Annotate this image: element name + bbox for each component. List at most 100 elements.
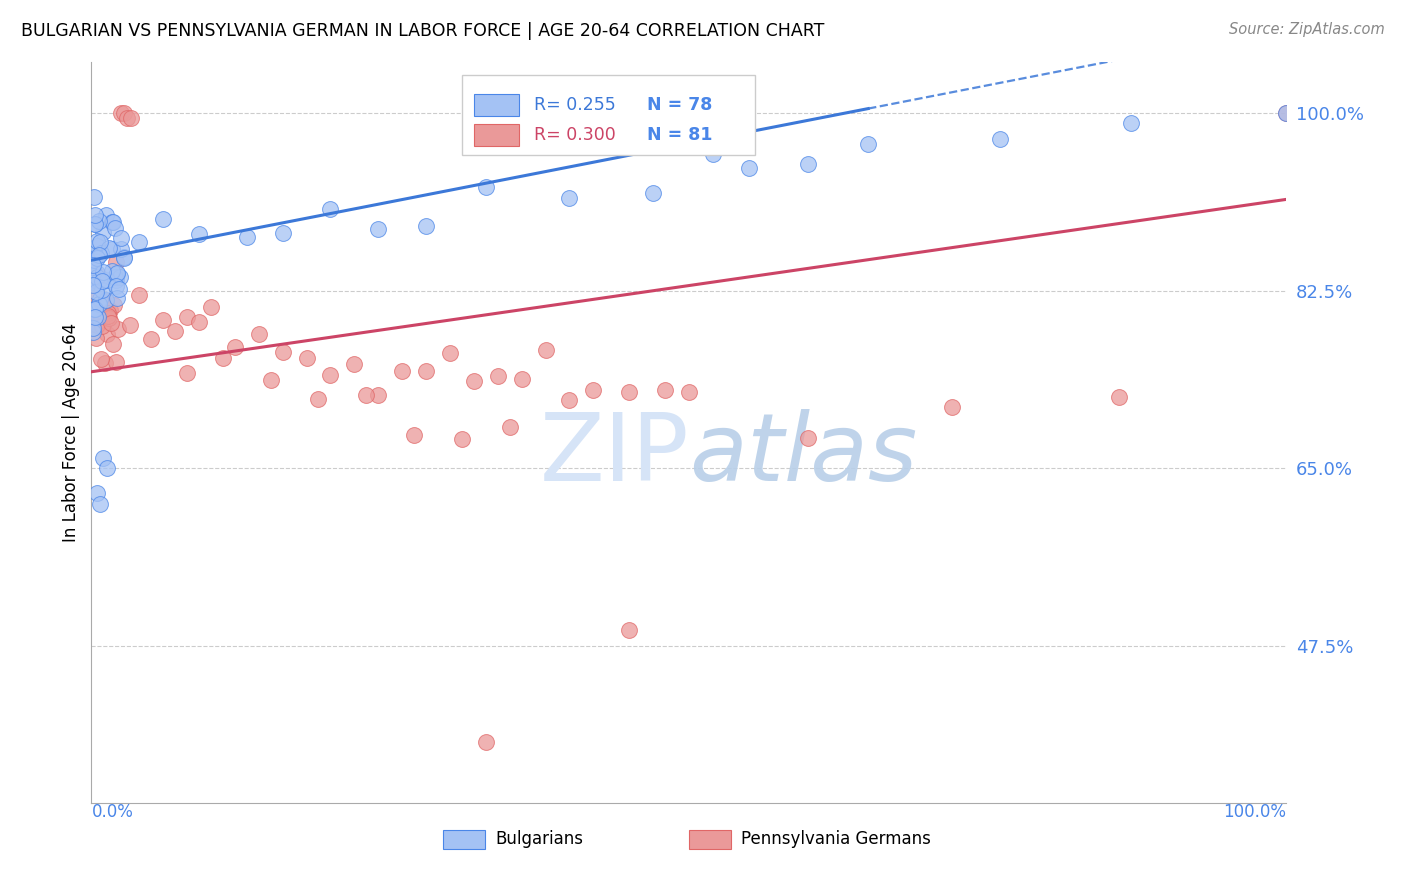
Point bbox=[86, 318, 108, 332]
Point bbox=[307, 392, 329, 406]
Point bbox=[84, 273, 107, 287]
Point bbox=[86, 239, 108, 253]
Point bbox=[176, 366, 198, 380]
Point bbox=[120, 112, 142, 126]
Point bbox=[94, 208, 117, 222]
Point bbox=[1275, 106, 1298, 120]
Point bbox=[83, 301, 105, 316]
Point bbox=[534, 343, 557, 357]
Point bbox=[83, 277, 105, 291]
Point bbox=[259, 373, 281, 387]
Point bbox=[84, 310, 107, 325]
Point bbox=[247, 327, 270, 342]
Point bbox=[104, 355, 127, 369]
Point bbox=[87, 247, 110, 261]
Point bbox=[98, 311, 121, 326]
Point bbox=[82, 321, 104, 335]
Y-axis label: In Labor Force | Age 20-64: In Labor Force | Age 20-64 bbox=[62, 323, 80, 542]
Point bbox=[89, 269, 111, 284]
Point bbox=[187, 227, 211, 242]
Point bbox=[90, 351, 112, 366]
Point bbox=[439, 346, 461, 360]
Text: 0.0%: 0.0% bbox=[91, 803, 134, 821]
Point bbox=[176, 310, 198, 325]
Text: ZIP: ZIP bbox=[540, 409, 689, 500]
Point bbox=[152, 313, 174, 327]
Point bbox=[101, 264, 124, 278]
Point bbox=[641, 186, 664, 200]
Point bbox=[510, 372, 533, 386]
Point bbox=[96, 293, 118, 308]
Text: Bulgarians: Bulgarians bbox=[495, 830, 583, 848]
Point bbox=[83, 302, 105, 317]
Point bbox=[391, 364, 413, 378]
Text: atlas: atlas bbox=[689, 409, 917, 500]
Point bbox=[84, 331, 107, 345]
Point bbox=[86, 235, 108, 249]
Point bbox=[100, 316, 122, 330]
Point bbox=[110, 242, 132, 256]
Point bbox=[112, 250, 135, 264]
Point bbox=[83, 217, 105, 231]
FancyBboxPatch shape bbox=[474, 124, 519, 146]
Text: N = 81: N = 81 bbox=[647, 126, 713, 144]
Point bbox=[112, 106, 135, 120]
Point bbox=[97, 306, 120, 320]
Text: Pennsylvania Germans: Pennsylvania Germans bbox=[741, 830, 931, 848]
Point bbox=[235, 230, 259, 244]
Point bbox=[83, 190, 105, 204]
Text: R= 0.255: R= 0.255 bbox=[534, 95, 616, 113]
Point bbox=[84, 285, 107, 300]
Point bbox=[86, 251, 108, 265]
Point bbox=[319, 202, 342, 217]
Point bbox=[83, 252, 105, 267]
Point bbox=[86, 269, 108, 284]
Point bbox=[1275, 106, 1298, 120]
Point bbox=[101, 242, 124, 256]
Point bbox=[96, 273, 118, 287]
Point bbox=[110, 269, 132, 284]
Point bbox=[474, 735, 498, 749]
Point bbox=[187, 315, 211, 329]
Point bbox=[463, 375, 485, 389]
Point bbox=[84, 217, 107, 231]
Point bbox=[97, 241, 120, 255]
Point bbox=[82, 276, 104, 290]
FancyBboxPatch shape bbox=[474, 94, 519, 116]
Point bbox=[737, 161, 759, 175]
Point bbox=[797, 157, 820, 171]
Point bbox=[163, 324, 186, 338]
FancyBboxPatch shape bbox=[461, 75, 755, 155]
Text: N = 78: N = 78 bbox=[647, 95, 713, 113]
Text: R= 0.300: R= 0.300 bbox=[534, 126, 616, 144]
Point bbox=[200, 300, 222, 314]
Point bbox=[93, 302, 115, 317]
Point bbox=[112, 251, 135, 265]
Point bbox=[582, 384, 605, 398]
Point bbox=[486, 369, 509, 384]
Point bbox=[104, 270, 127, 285]
Point bbox=[90, 295, 112, 310]
Point bbox=[87, 310, 110, 324]
Point bbox=[128, 288, 150, 302]
Point bbox=[211, 351, 233, 366]
Point bbox=[107, 322, 129, 336]
Point bbox=[271, 345, 294, 359]
Text: BULGARIAN VS PENNSYLVANIA GERMAN IN LABOR FORCE | AGE 20-64 CORRELATION CHART: BULGARIAN VS PENNSYLVANIA GERMAN IN LABO… bbox=[21, 22, 824, 40]
Point bbox=[82, 260, 104, 274]
Point bbox=[96, 461, 118, 475]
Point bbox=[87, 297, 110, 311]
Point bbox=[97, 309, 120, 323]
Point bbox=[110, 231, 132, 245]
Point bbox=[89, 276, 111, 290]
Point bbox=[82, 278, 104, 293]
Point bbox=[343, 358, 366, 372]
Point bbox=[941, 401, 963, 415]
Point bbox=[104, 273, 127, 287]
Point bbox=[91, 275, 114, 289]
Point bbox=[93, 450, 114, 465]
Point bbox=[84, 208, 107, 222]
Point bbox=[89, 497, 111, 511]
Point bbox=[82, 247, 104, 261]
Point bbox=[104, 278, 127, 293]
